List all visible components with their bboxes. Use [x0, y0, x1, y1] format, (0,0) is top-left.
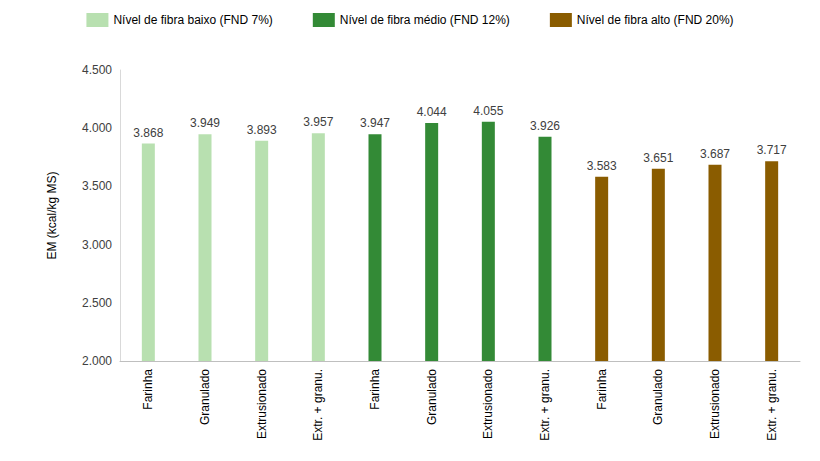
svg-text:3.583: 3.583	[587, 159, 617, 173]
svg-text:Granulado: Granulado	[425, 369, 439, 425]
svg-text:Extr. + granu.: Extr. + granu.	[311, 369, 325, 441]
svg-text:3.893: 3.893	[247, 123, 277, 137]
svg-text:Farinha: Farinha	[368, 369, 382, 410]
svg-text:Farinha: Farinha	[595, 369, 609, 410]
svg-text:4.500: 4.500	[82, 63, 112, 77]
svg-text:3.949: 3.949	[190, 116, 220, 130]
svg-text:3.000: 3.000	[82, 238, 112, 252]
svg-text:Nível de fibra médio (FND 12%): Nível de fibra médio (FND 12%)	[340, 13, 510, 27]
svg-text:2.000: 2.000	[82, 354, 112, 368]
svg-text:Farinha: Farinha	[141, 369, 155, 410]
svg-text:Nível de fibra baixo (FND 7%): Nível de fibra baixo (FND 7%)	[113, 13, 272, 27]
svg-text:4.055: 4.055	[473, 104, 503, 118]
svg-text:3.947: 3.947	[360, 116, 390, 130]
svg-text:Extr. + granu.: Extr. + granu.	[765, 369, 779, 441]
svg-text:2.500: 2.500	[82, 296, 112, 310]
svg-text:3.717: 3.717	[757, 143, 787, 157]
svg-text:3.926: 3.926	[530, 119, 560, 133]
svg-text:Granulado: Granulado	[198, 369, 212, 425]
svg-text:Extr. + granu.: Extr. + granu.	[538, 369, 552, 441]
svg-text:Extrusionado: Extrusionado	[481, 369, 495, 439]
svg-text:Nível de fibra alto (FND 20%): Nível de fibra alto (FND 20%)	[577, 13, 734, 27]
svg-text:3.868: 3.868	[133, 126, 163, 140]
svg-text:Extrusionado: Extrusionado	[255, 369, 269, 439]
svg-text:3.500: 3.500	[82, 179, 112, 193]
svg-text:3.687: 3.687	[700, 147, 730, 161]
svg-text:Granulado: Granulado	[651, 369, 665, 425]
svg-text:4.044: 4.044	[417, 105, 447, 119]
svg-text:3.957: 3.957	[303, 115, 333, 129]
svg-text:3.651: 3.651	[643, 151, 673, 165]
svg-text:Extrusionado: Extrusionado	[708, 369, 722, 439]
svg-text:4.000: 4.000	[82, 121, 112, 135]
svg-text:EM (kcal/kg MS): EM (kcal/kg MS)	[45, 171, 59, 259]
